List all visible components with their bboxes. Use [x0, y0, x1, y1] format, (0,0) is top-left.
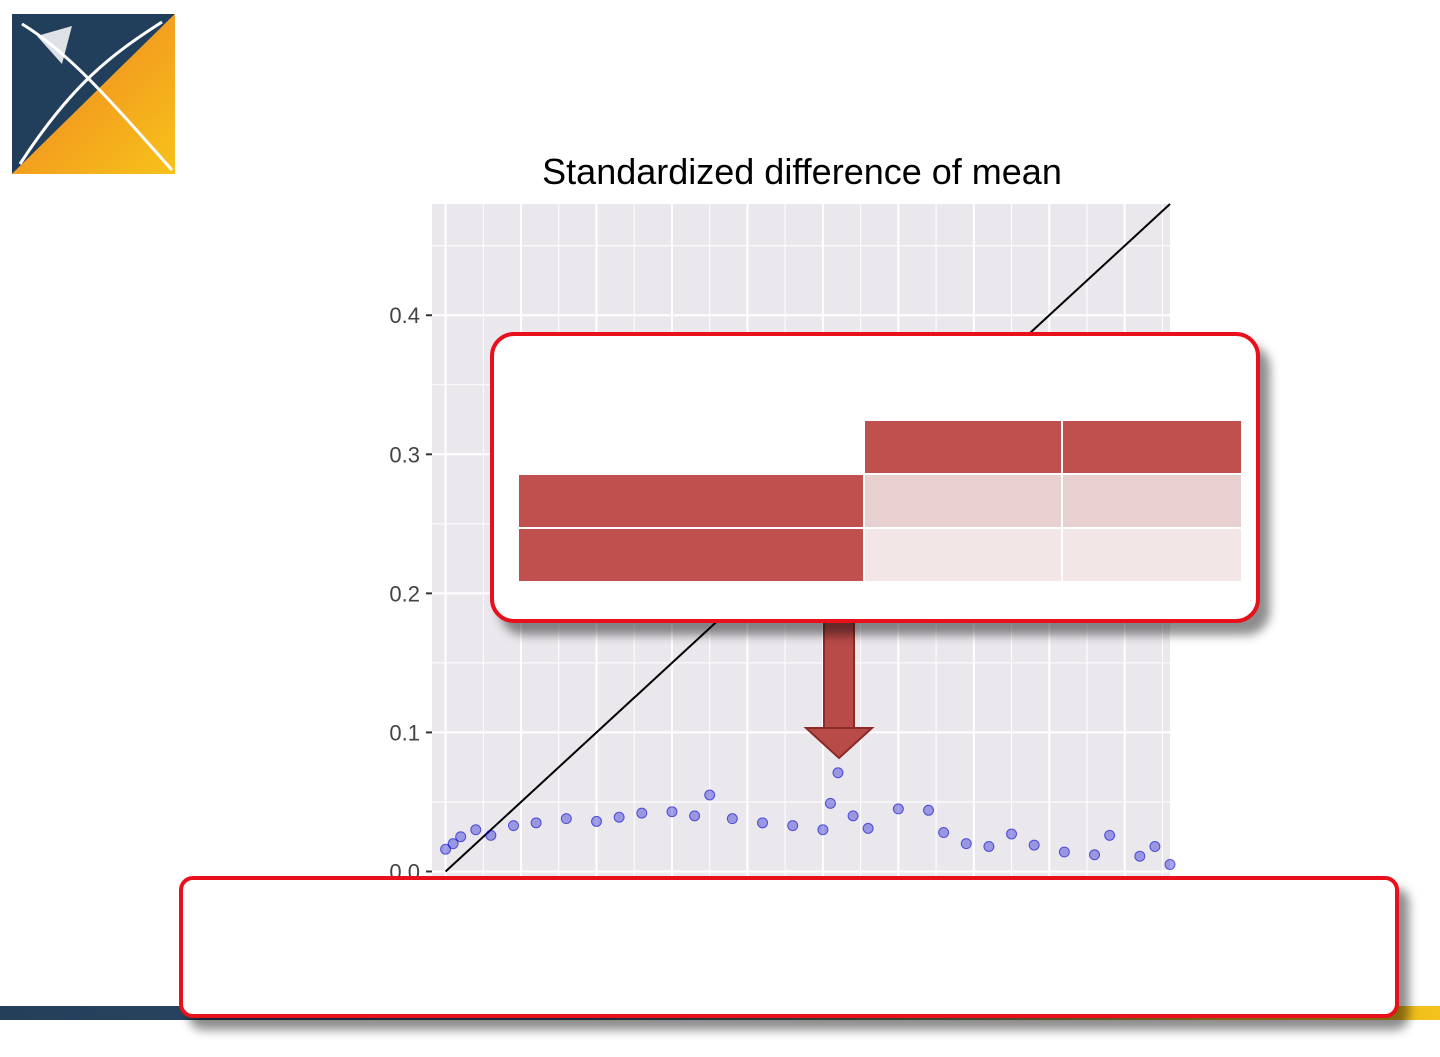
data-point	[1028, 839, 1040, 851]
data-points	[440, 767, 1176, 871]
data-point	[470, 824, 482, 836]
y-tick-label: 0.4	[389, 303, 420, 328]
data-point	[757, 817, 769, 829]
y-tick-label: 0.3	[389, 442, 420, 467]
data-point	[817, 824, 829, 836]
data-point	[960, 838, 972, 850]
down-arrow-icon	[803, 621, 875, 760]
data-point	[832, 767, 844, 779]
y-tick-label: 0.2	[389, 581, 420, 606]
data-point	[1104, 829, 1116, 841]
table-row-label	[517, 473, 865, 529]
data-point	[892, 803, 904, 815]
data-point	[1149, 840, 1161, 852]
data-point	[1006, 828, 1018, 840]
data-point	[704, 789, 716, 801]
data-point	[983, 840, 995, 852]
data-point	[440, 843, 452, 855]
y-tick-label: 0.1	[389, 720, 420, 745]
data-point	[485, 829, 497, 841]
data-point	[530, 817, 542, 829]
data-point	[1089, 849, 1101, 861]
data-point	[1134, 850, 1146, 862]
table-header-cell	[1061, 419, 1243, 475]
data-point	[787, 820, 799, 832]
table-row-label	[517, 527, 865, 583]
data-point	[923, 804, 935, 816]
data-point	[689, 810, 701, 822]
data-point	[847, 810, 859, 822]
data-point	[613, 811, 625, 823]
table-row	[517, 473, 1243, 529]
table-cell	[863, 473, 1063, 529]
table-cell	[1061, 473, 1243, 529]
table-cell	[1061, 527, 1243, 583]
data-point	[824, 797, 836, 809]
data-point	[666, 806, 678, 818]
data-point	[938, 827, 950, 839]
data-point	[726, 813, 738, 825]
table-cell	[863, 527, 1063, 583]
y-axis: 0.00.10.20.30.4	[389, 303, 432, 884]
data-point	[636, 807, 648, 819]
table-header-cell	[863, 419, 1063, 475]
bottom-callout	[179, 876, 1399, 1018]
table-row	[517, 527, 1243, 583]
data-point	[455, 831, 467, 843]
ohdsi-logo-icon	[12, 14, 175, 174]
data-point	[507, 820, 519, 832]
chart-title: Standardized difference of mean	[542, 151, 1062, 192]
data-point	[862, 822, 874, 834]
table-header-row	[517, 419, 1243, 475]
table-corner-cell	[517, 419, 865, 475]
data-point	[1058, 846, 1070, 858]
data-point	[447, 838, 459, 850]
balance-table	[517, 419, 1243, 583]
table-callout	[490, 332, 1260, 623]
data-point	[560, 813, 572, 825]
data-point	[591, 815, 603, 827]
data-point	[1164, 859, 1176, 871]
